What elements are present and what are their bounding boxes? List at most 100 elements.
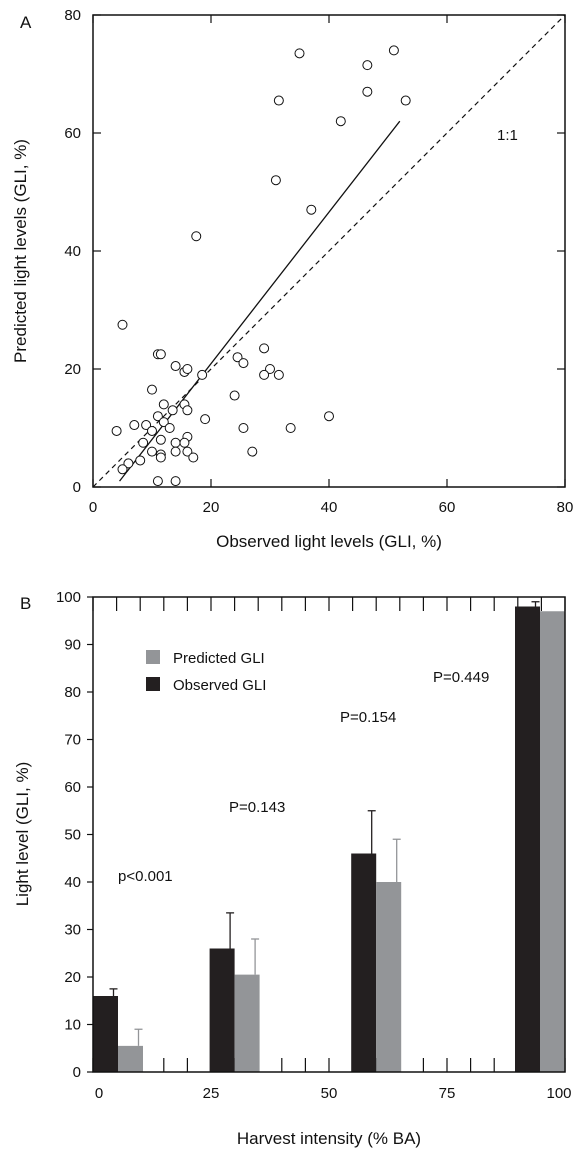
bar: [118, 1045, 143, 1072]
scatter-point: [152, 411, 163, 422]
scatter-point: [259, 369, 270, 380]
scatter-point: [170, 361, 181, 372]
bar: [93, 996, 118, 1072]
scatter-point: [158, 417, 169, 428]
regression-line: [119, 120, 401, 482]
y-tick-label: 10: [64, 1017, 81, 1034]
scatter-point: [155, 452, 166, 463]
x-tick-label: 0: [95, 1085, 103, 1102]
scatter-point: [362, 60, 373, 71]
scatter-point: [138, 437, 149, 448]
y-tick-label: 0: [73, 479, 81, 496]
scatter-point: [238, 423, 249, 433]
scatter-point: [324, 411, 334, 422]
scatter-point: [179, 437, 190, 448]
panel-b-ticks: 0 25 50 75 100 0 10 20 30 40 50 60 70 80 90 100: [56, 589, 572, 1102]
y-tick-label: 30: [64, 922, 81, 939]
y-tick-label: 0: [73, 1064, 81, 1081]
panel-a-label: A: [20, 13, 32, 32]
y-tick-label: 20: [64, 361, 81, 378]
panel-a-points: [111, 45, 411, 487]
scatter-point: [147, 384, 157, 395]
y-tick-label: 70: [64, 732, 81, 749]
scatter-point: [182, 446, 193, 457]
scatter-point: [155, 349, 166, 360]
y-tick-label: 60: [64, 125, 81, 142]
bar: [540, 611, 565, 1072]
scatter-point: [158, 399, 169, 410]
scatter-point: [294, 48, 305, 59]
scatter-point: [232, 352, 243, 363]
annotation-p-30: P=0.143: [229, 799, 285, 816]
scatter-point: [238, 358, 249, 369]
x-tick-label: 25: [203, 1085, 220, 1102]
y-tick-label: 80: [64, 7, 81, 24]
scatter-point: [388, 45, 399, 56]
panel-a-ticks: 0 20 40 60 80 0 20 40 60 80: [64, 7, 573, 516]
x-tick-label: 20: [203, 499, 220, 516]
bar: [234, 974, 260, 1072]
scatter-point: [191, 231, 202, 242]
scatter-point: [170, 446, 181, 457]
y-tick-label: 40: [64, 243, 81, 260]
x-tick-label: 80: [557, 499, 574, 516]
scatter-point: [117, 464, 128, 475]
scatter-point: [170, 476, 181, 487]
bar: [515, 606, 540, 1072]
scatter-point: [123, 458, 134, 469]
bar: [351, 853, 377, 1072]
x-tick-label: 75: [439, 1085, 456, 1102]
panel-b-y-axis-title: Light level (GLI, %): [13, 762, 32, 907]
scatter-point: [362, 86, 373, 97]
panel-b-frame: [92, 596, 566, 1073]
scatter-point: [229, 390, 240, 401]
scatter-point: [306, 204, 317, 215]
y-tick-label: 80: [64, 684, 81, 701]
scatter-point: [167, 405, 178, 416]
annotation-p-100: P=0.449: [433, 669, 489, 686]
bar: [376, 882, 402, 1072]
scatter-point: [155, 434, 166, 445]
scatter-point: [400, 95, 411, 106]
y-tick-label: 100: [56, 589, 81, 606]
scatter-point: [164, 423, 175, 433]
x-tick-label: 50: [321, 1085, 338, 1102]
scatter-point: [182, 364, 193, 374]
scatter-point: [200, 414, 211, 425]
scatter-point: [335, 116, 346, 127]
scatter-point: [141, 420, 152, 431]
bar: [209, 948, 235, 1072]
scatter-point: [265, 364, 275, 374]
panel-a-x-axis-title: Observed light levels (GLI, %): [216, 532, 442, 551]
panel-b-label: B: [20, 594, 31, 613]
scatter-point: [147, 446, 157, 457]
legend-swatch-predicted: [146, 650, 160, 664]
x-tick-label: 40: [321, 499, 338, 516]
scatter-point: [188, 452, 199, 463]
y-tick-label: 20: [64, 969, 81, 986]
legend-label-predicted: Predicted GLI: [173, 650, 265, 667]
x-tick-label: 60: [439, 499, 456, 516]
scatter-point: [170, 437, 181, 448]
scatter-point: [285, 423, 296, 433]
y-tick-label: 60: [64, 779, 81, 796]
scatter-point: [182, 405, 193, 416]
panel-b-x-axis-title: Harvest intensity (% BA): [237, 1129, 421, 1148]
scatter-point: [247, 446, 258, 457]
legend-label-observed: Observed GLI: [173, 677, 266, 694]
scatter-point: [129, 420, 140, 431]
scatter-point: [135, 455, 146, 466]
scatter-point: [197, 369, 208, 380]
panel-a-y-axis-title: Predicted light levels (GLI, %): [11, 139, 30, 363]
annotation-p-0: p<0.001: [118, 868, 173, 885]
legend: Predicted GLI Observed GLI: [146, 650, 266, 694]
annotation-p-60: P=0.154: [340, 709, 396, 726]
identity-line-label: 1:1: [497, 127, 518, 144]
panel-b: B 0 25 50 75 100 0 10 20 30 40 50 60 70 80 90 100 Predi…: [13, 589, 572, 1148]
y-tick-label: 50: [64, 827, 81, 844]
scatter-point: [273, 369, 284, 380]
scatter-point: [111, 425, 122, 436]
scatter-point: [259, 343, 270, 354]
y-tick-label: 90: [64, 637, 81, 654]
